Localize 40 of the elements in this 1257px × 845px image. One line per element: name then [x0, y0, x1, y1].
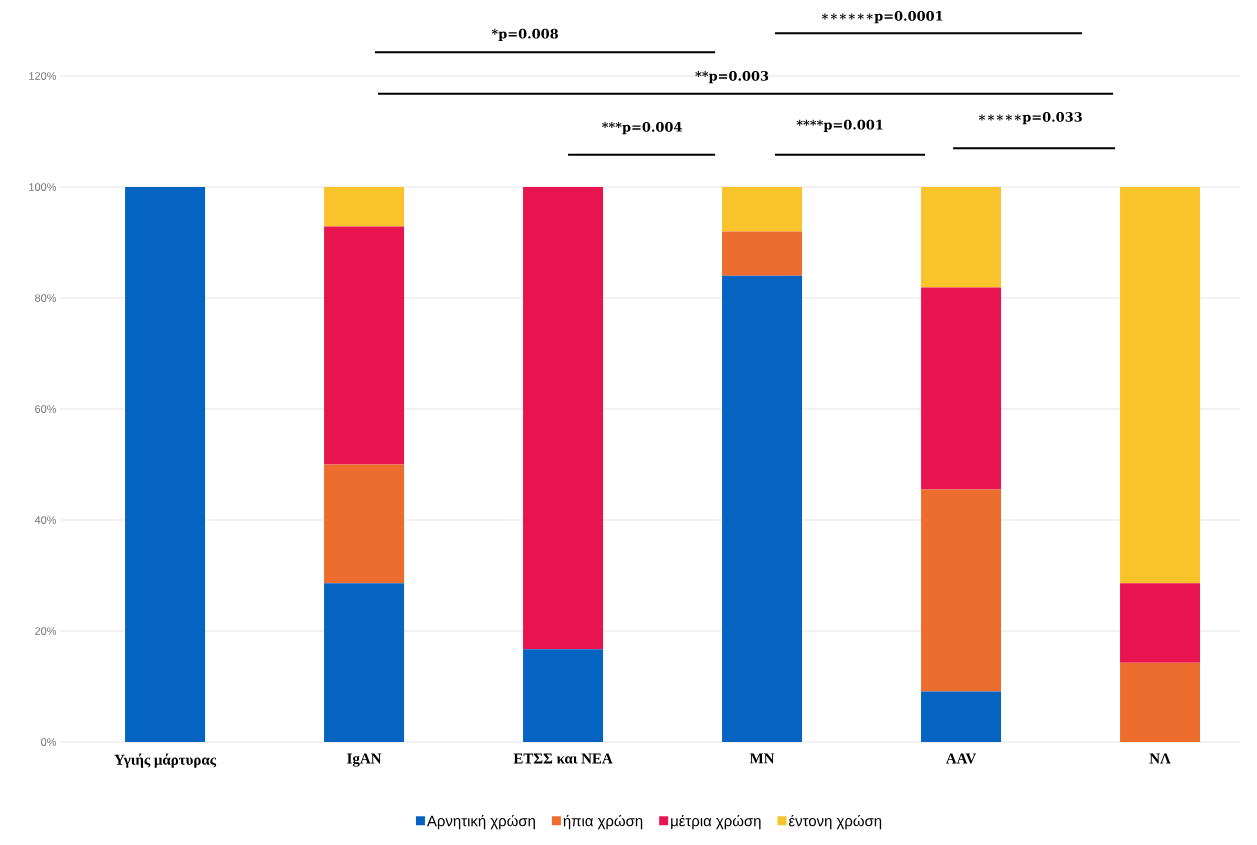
x-tick-label: AAV	[945, 753, 977, 764]
x-tick-label: Υγιής μάρτυρας	[114, 753, 217, 768]
y-tick-label: 20%	[35, 627, 57, 635]
legend-label: έντονη χρώση	[788, 814, 882, 830]
bar	[125, 187, 206, 742]
text: *p=0.008	[491, 28, 558, 42]
bar	[1120, 187, 1201, 584]
legend-label: μέτρια χρώση	[671, 814, 761, 830]
bar	[523, 187, 604, 650]
annotation: ***p=0.004	[601, 122, 682, 135]
bar	[921, 691, 1002, 742]
bar	[722, 187, 803, 232]
y-tick-label: 80%	[35, 294, 57, 302]
bar	[722, 231, 803, 276]
annotation: **p=0.003	[695, 70, 769, 84]
bar	[722, 275, 803, 742]
bar	[1120, 662, 1201, 742]
y-tick-label: 60%	[35, 405, 57, 413]
bar	[921, 287, 1002, 490]
bar	[324, 464, 405, 584]
bar	[324, 187, 405, 227]
y-tick-label: 40%	[34, 516, 57, 524]
annotation: ∗∗∗∗∗p=0.033	[978, 112, 1082, 125]
x-tick-label: IgAN	[347, 753, 382, 767]
bar	[921, 489, 1002, 692]
x-tick-label: ΝΛ	[1149, 753, 1171, 764]
bar	[1120, 583, 1201, 663]
x-tick-label: ΕΤΣΣ και ΝΕΑ	[513, 753, 613, 764]
bar	[324, 583, 405, 742]
legend-label: Αρνητική χρώση	[426, 814, 535, 830]
y-tick-label: 0%	[41, 738, 57, 746]
bar	[921, 187, 1002, 288]
bar	[324, 226, 405, 465]
y-tick-label: 100%	[29, 183, 57, 191]
legend-label: ήπια χρώση	[563, 814, 643, 830]
bar	[523, 649, 604, 742]
text: ∗∗∗∗∗∗p=0.0001	[821, 11, 943, 24]
y-tick-label: 120%	[29, 72, 57, 80]
x-tick-label: MN	[749, 753, 775, 764]
annotation: ****p=0.001	[796, 119, 883, 133]
